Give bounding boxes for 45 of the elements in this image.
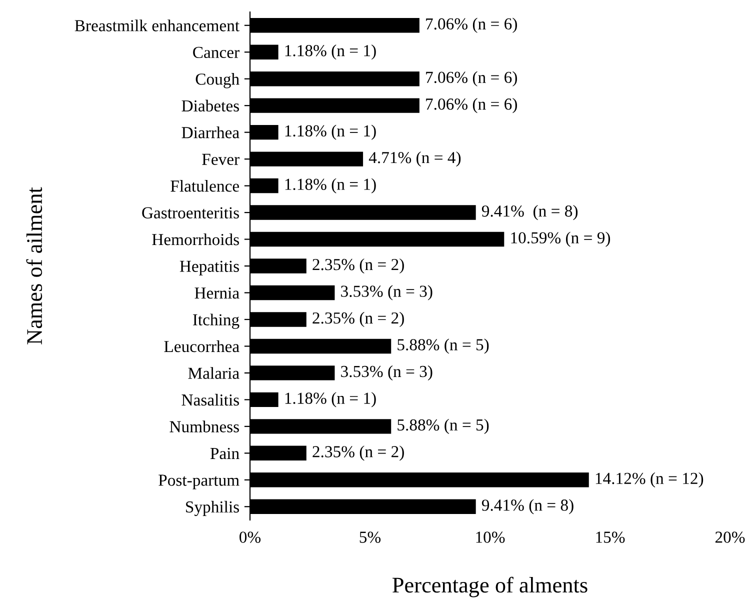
data-label: 2.35% (n = 2) [312, 446, 404, 461]
data-label: 1.18% (n = 1) [285, 44, 376, 60]
data-label: 5.88% (n = 5) [398, 338, 489, 354]
y-tick-label: Numbness [170, 420, 239, 432]
data-label: 7.06% (n = 6) [426, 18, 517, 33]
y-tick-label: Diarrhea [182, 126, 240, 138]
y-tick-label: Hepatitis [180, 260, 239, 276]
data-label: 1.18% (n = 1) [285, 178, 376, 194]
y-tick-label: Leucorrhea [164, 340, 240, 352]
x-tick-label: 0% [240, 532, 261, 543]
y-tick-label: Diabetes [182, 100, 239, 112]
y-tick-label: Itching [192, 314, 240, 329]
y-tick-label: Fever [202, 154, 240, 165]
x-tick-label: 20% [715, 532, 745, 543]
y-tick-label: Cancer [193, 46, 240, 58]
y-tick-label: Breastmilk enhancement [74, 20, 240, 32]
data-label: 7.06% (n = 6) [426, 71, 517, 86]
x-axis-title: Percentage of alments [392, 576, 588, 598]
y-tick-label: Hernia [194, 287, 240, 299]
data-label: 5.88% (n = 5) [398, 418, 489, 434]
y-tick-label: Nasalitis [182, 394, 239, 406]
data-label: 2.35% (n = 2) [312, 258, 404, 274]
data-label: 3.53% (n = 3) [341, 285, 432, 300]
y-tick-label: Malaria [188, 367, 240, 379]
data-label: 2.35% (n = 2) [312, 312, 404, 328]
y-tick-label: Cough [196, 73, 240, 88]
data-label: 10.59% (n = 9) [511, 232, 610, 247]
y-tick-label: Flatulence [170, 180, 240, 192]
data-label: 9.41% (n = 8) [482, 499, 574, 514]
y-tick-label: Hemorrhoids [152, 233, 239, 246]
data-label: 4.71% (n = 4) [368, 151, 461, 167]
data-label: 1.18% (n = 1) [285, 124, 376, 140]
y-tick-label: Pain [210, 448, 240, 460]
x-tick-label: 15% [596, 532, 625, 543]
x-tick-label: 10% [476, 532, 505, 543]
y-tick-label: Syphilis [186, 500, 239, 516]
data-label: 9.41% (n = 8) [482, 204, 578, 220]
data-label: 3.53% (n = 3) [341, 365, 432, 381]
y-axis-title: Names of ailment [26, 187, 42, 344]
data-label: 7.06% (n = 6) [426, 98, 517, 114]
x-tick-label: 5% [360, 532, 381, 543]
data-label: 14.12% (n = 12) [596, 472, 704, 488]
y-tick-label: Post-partum [158, 474, 240, 490]
data-label: 1.18% (n = 1) [285, 392, 376, 408]
y-tick-label: Gastroenteritis [142, 207, 239, 218]
